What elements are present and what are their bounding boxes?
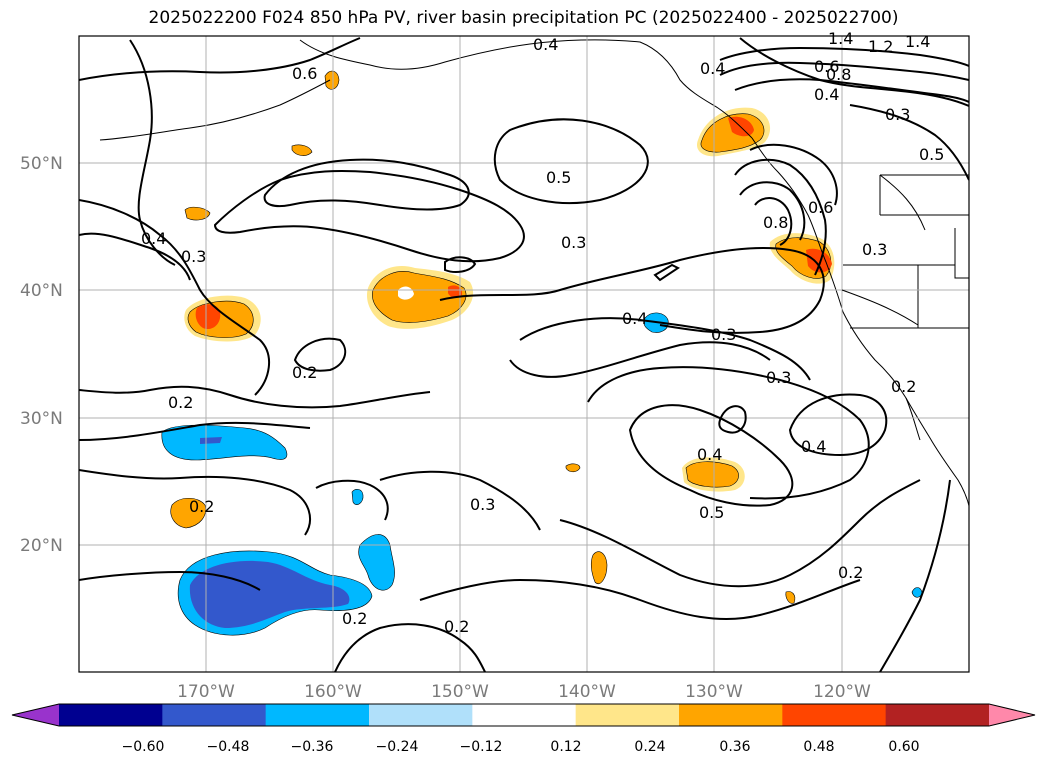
colorbar-tick-label: 0.48	[803, 739, 834, 755]
contour-label: 0.3	[862, 240, 887, 259]
pv-contours	[79, 37, 969, 672]
pos-patch-small-a	[184, 206, 211, 221]
pos-patch-40n-center-red	[448, 285, 463, 298]
neg-patch-30n-dark	[200, 437, 222, 444]
contour-label: 0.5	[546, 168, 571, 187]
plot-title: 2025022200 F024 850 hPa PV, river basin …	[148, 8, 899, 28]
contour-label: 0.4	[697, 445, 722, 464]
colorbar-segment	[369, 704, 473, 726]
colorbar-tick-label: −0.24	[376, 739, 419, 755]
neg-patch-subtropics-east	[358, 534, 395, 591]
pos-patch-40n-center-core	[372, 271, 467, 323]
colorbar-tick-label: 0.24	[634, 739, 665, 755]
pos-patch-small-c	[291, 144, 313, 156]
lat-label: 30°N	[20, 409, 63, 429]
aleutians	[99, 79, 331, 141]
colorbar-segment	[265, 704, 370, 726]
lon-label: 150°W	[431, 682, 489, 702]
precip-shading	[161, 70, 923, 636]
contour-label: 0.3	[470, 495, 495, 514]
neg-patch-small-1	[351, 489, 364, 505]
colorbar-segment	[782, 704, 887, 726]
pos-patch-coast-42n-red	[806, 248, 832, 273]
pos-patch-small-e	[785, 591, 796, 604]
lon-label: 120°W	[813, 682, 871, 702]
coast-alaska	[299, 39, 753, 139]
colorbar-segment	[162, 704, 267, 726]
colorbar-segment	[59, 704, 163, 726]
lat-label: 20°N	[20, 536, 63, 556]
contour-label: 0.3	[181, 247, 206, 266]
thin-contours	[841, 174, 926, 326]
pos-patch-small-b	[324, 70, 340, 90]
colorbar-segment	[472, 704, 577, 726]
neg-patch-30n	[161, 424, 288, 461]
contour-label: 0.2	[168, 393, 193, 412]
map-frame	[78, 35, 970, 673]
contour-label: 1.4	[905, 32, 930, 51]
contour-label: 1.2	[868, 37, 893, 56]
colorbar-tick-label: −0.60	[122, 739, 165, 755]
contour-label: 0.4	[814, 85, 839, 104]
coast-baja	[905, 397, 921, 441]
lon-label: 160°W	[304, 682, 362, 702]
contour-label: 0.6	[292, 64, 317, 83]
state-border-1	[879, 174, 969, 216]
contour-label: 0.8	[826, 65, 851, 84]
contour-label: 0.5	[699, 503, 724, 522]
colorbar-segment	[679, 704, 783, 726]
colorbar-tick-label: −0.48	[207, 739, 250, 755]
contour-label: 0.6	[808, 198, 833, 217]
contour-label: 0.3	[561, 233, 586, 252]
colorbar-tick-label: 0.12	[550, 739, 581, 755]
colorbar-extend-low	[12, 704, 59, 726]
lon-label: 170°W	[177, 682, 235, 702]
lat-label: 50°N	[20, 154, 63, 174]
colorbar-segment	[885, 704, 990, 726]
colorbar-tick-labels: −0.60 −0.48 −0.36 −0.24 −0.12 0.12 0.24 …	[122, 739, 920, 755]
lon-label: 130°W	[685, 682, 743, 702]
contour-label: 0.4	[622, 309, 647, 328]
colorbar-tick-label: 0.60	[888, 739, 919, 755]
contour-label: 0.2	[292, 363, 317, 382]
contour-label: 0.5	[919, 145, 944, 164]
colorbar-extend-high	[989, 704, 1035, 726]
lon-label-group: 170°W 160°W 150°W 140°W 130°W 120°W	[177, 682, 871, 702]
contour-label: 0.4	[533, 35, 558, 54]
contour-label: 0.2	[189, 497, 214, 516]
contour-label: 0.4	[700, 59, 725, 78]
lat-label: 40°N	[20, 281, 63, 301]
pos-patch-22n	[170, 497, 206, 529]
lon-label: 140°W	[558, 682, 616, 702]
contour-label: 1.4	[828, 29, 853, 48]
pos-patch-25n-core	[685, 461, 739, 488]
pos-patch-40n-west-red	[195, 304, 221, 330]
colorbar	[11, 703, 1036, 727]
contour-label: 0.2	[444, 617, 469, 636]
contour-label: 0.3	[885, 105, 910, 124]
contour-label: 0.2	[891, 377, 916, 396]
contour-label: 0.2	[342, 609, 367, 628]
pos-patch-18n	[590, 551, 608, 585]
colorbar-segment	[575, 704, 680, 726]
contour-label: 0.4	[141, 229, 166, 248]
contour-label: 0.3	[766, 368, 791, 387]
contour-label: 0.4	[801, 437, 826, 456]
colorbar-tick-label: 0.36	[719, 739, 750, 755]
contour-label: 0.3	[711, 325, 736, 344]
contour-label: 0.6	[814, 57, 839, 76]
pos-patch-small-d	[565, 463, 581, 473]
colorbar-tick-label: −0.36	[291, 739, 334, 755]
contour-label-group: 0.4 0.6 1.4 1.2 1.4 0.4 0.6 0.8 0.4 0.3 …	[141, 29, 944, 636]
contour-label: 0.8	[763, 213, 788, 232]
lat-label-group: 50°N 40°N 30°N 20°N	[20, 154, 63, 556]
colorbar-tick-label: −0.12	[460, 739, 503, 755]
colorbar-outline	[11, 703, 1036, 727]
map-content	[79, 36, 969, 672]
gridlines	[79, 36, 969, 672]
contour-label: 0.2	[838, 563, 863, 582]
